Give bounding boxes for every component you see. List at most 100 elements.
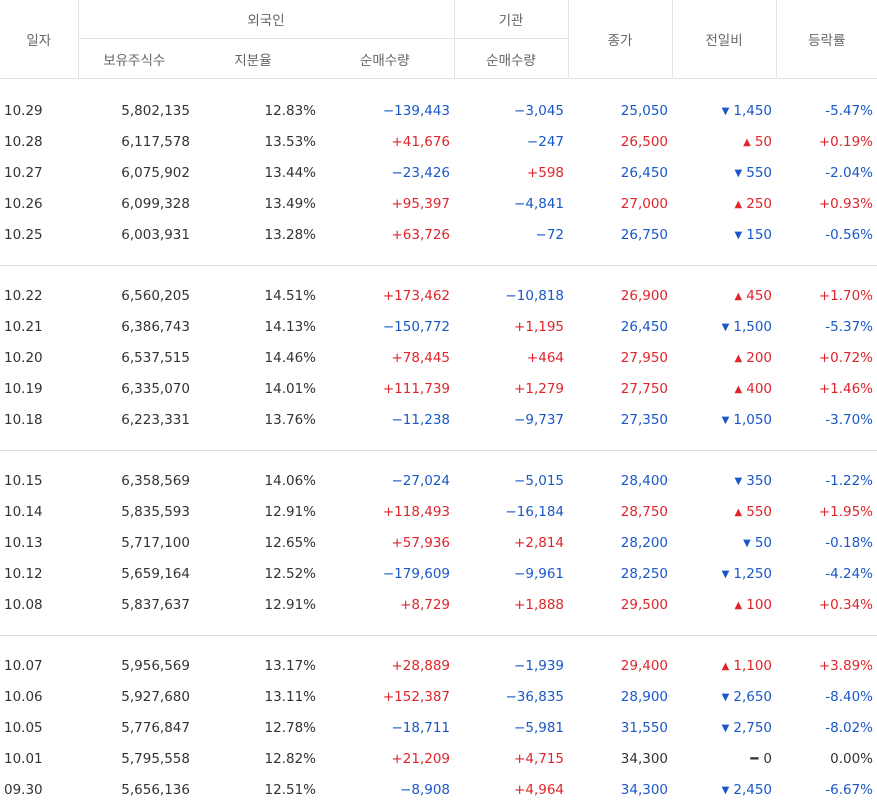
foreign-net-cell: +57,936 <box>391 534 451 551</box>
ratio-cell: 12.91% <box>264 596 316 613</box>
rate-cell: -8.02% <box>825 719 874 736</box>
holdings-cell: 5,659,164 <box>121 565 190 582</box>
holdings-cell: 6,117,578 <box>121 133 190 150</box>
foreign-net-cell: +152,387 <box>382 688 451 705</box>
foreign-net-cell: +8,729 <box>400 596 451 613</box>
foreign-net-cell: +118,493 <box>382 503 451 520</box>
ratio-cell: 13.17% <box>264 657 316 674</box>
ratio-cell: 14.01% <box>264 380 316 397</box>
ratio-cell: 14.06% <box>264 472 316 489</box>
date-cell: 10.13 <box>4 534 43 551</box>
divider-cell <box>0 435 877 465</box>
ratio-cell: 13.53% <box>264 133 316 150</box>
close-price-cell: 28,750 <box>620 503 669 520</box>
institution-net-cell: −247 <box>526 133 565 150</box>
change-header: 전일비 <box>671 0 777 79</box>
ratio-cell: 12.83% <box>264 102 316 119</box>
table-row: 10.15 6,358,569 14.06% −27,024 −5,015 28,400 ▼… <box>0 465 877 496</box>
triangle-down-icon: ▼ <box>721 691 730 703</box>
institution-net-cell: −16,184 <box>505 503 565 520</box>
institution-net-cell: −36,835 <box>505 688 565 705</box>
ratio-cell: 14.13% <box>264 318 316 335</box>
holdings-cell: 5,837,637 <box>121 596 190 613</box>
foreign-net-cell: +173,462 <box>382 287 451 304</box>
divider-cell <box>0 79 877 96</box>
table-header: 일자 외국인 기관 종가 전일비 등락률 보유주식수 지분율 순매수량 순매수량 <box>0 0 877 79</box>
triangle-up-icon: ▲ <box>734 599 743 611</box>
holdings-cell: 5,802,135 <box>121 102 190 119</box>
ratio-cell: 14.46% <box>264 349 316 366</box>
change-cell: ▼ 2,650 <box>672 681 776 712</box>
close-price-cell: 31,550 <box>620 719 669 736</box>
ratio-cell: 12.52% <box>264 565 316 582</box>
change-cell: ▼ 1,050 <box>672 404 776 435</box>
foreign-net-cell: +41,676 <box>391 133 451 150</box>
foreign-net-cell: +111,739 <box>382 380 451 397</box>
ratio-cell: 12.51% <box>264 781 316 798</box>
holdings-cell: 5,656,136 <box>121 781 190 798</box>
foreign-net-cell: −11,238 <box>391 411 451 428</box>
triangle-down-icon: ▼ <box>721 568 730 580</box>
ratio-cell: 12.82% <box>264 750 316 767</box>
foreign-header: 외국인 <box>77 0 455 39</box>
holdings-cell: 6,537,515 <box>121 349 190 366</box>
date-cell: 10.29 <box>4 102 43 119</box>
date-cell: 10.28 <box>4 133 43 150</box>
change-value: 2,750 <box>733 719 773 736</box>
triangle-down-icon: ▼ <box>721 414 730 426</box>
holdings-cell: 5,835,593 <box>121 503 190 520</box>
change-cell: ▲ 550 <box>672 496 776 527</box>
change-value: 200 <box>746 349 773 366</box>
foreign-net-cell: −139,443 <box>382 102 451 119</box>
change-value: 2,650 <box>733 688 773 705</box>
rate-cell: -8.40% <box>825 688 874 705</box>
holdings-cell: 6,386,743 <box>121 318 190 335</box>
holdings-cell: 5,795,558 <box>121 750 190 767</box>
change-cell: ▼ 1,500 <box>672 311 776 342</box>
change-value: 50 <box>754 133 773 150</box>
change-value: 400 <box>746 380 773 397</box>
rate-cell: 0.00% <box>830 750 874 767</box>
divider-line <box>0 634 877 636</box>
institution-net-cell: −9,961 <box>514 565 565 582</box>
close-price-cell: 28,250 <box>620 565 669 582</box>
rate-cell: -6.67% <box>825 781 874 798</box>
institution-net-cell: −3,045 <box>514 102 565 119</box>
table-row: 10.29 5,802,135 12.83% −139,443 −3,045 25,050… <box>0 95 877 126</box>
institution-net-cell: +4,715 <box>514 750 565 767</box>
close-price-cell: 26,900 <box>620 287 669 304</box>
date-cell: 10.19 <box>4 380 43 397</box>
table-row: 10.13 5,717,100 12.65% +57,936 +2,814 28,200 ▼… <box>0 527 877 558</box>
institution-net-cell: +1,195 <box>514 318 565 335</box>
close-price-cell: 27,350 <box>620 411 669 428</box>
date-cell: 10.18 <box>4 411 43 428</box>
close-price-cell: 28,900 <box>620 688 669 705</box>
change-value: 1,450 <box>733 102 773 119</box>
change-value: 350 <box>746 472 773 489</box>
rate-cell: +0.34% <box>818 596 874 613</box>
close-price-cell: 26,450 <box>620 164 669 181</box>
change-cell: ━ 0 <box>672 743 776 774</box>
change-value: 0 <box>763 750 773 767</box>
date-cell: 10.06 <box>4 688 43 705</box>
institution-net-header: 순매수량 <box>453 38 569 79</box>
table-row: 10.25 6,003,931 13.28% +63,726 −72 26,750 ▼ 150… <box>0 219 877 250</box>
date-cell: 10.26 <box>4 195 43 212</box>
triangle-down-icon: ▼ <box>721 784 730 796</box>
institution-net-cell: +598 <box>526 164 565 181</box>
table-row: 10.12 5,659,164 12.52% −179,609 −9,961 28,250… <box>0 558 877 589</box>
change-cell: ▼ 550 <box>672 157 776 188</box>
change-cell: ▲ 250 <box>672 188 776 219</box>
ratio-cell: 13.44% <box>264 164 316 181</box>
divider-line <box>0 449 877 451</box>
triangle-up-icon: ▲ <box>734 506 743 518</box>
foreign-net-cell: +21,209 <box>391 750 451 767</box>
ratio-cell: 12.78% <box>264 719 316 736</box>
date-cell: 10.15 <box>4 472 43 489</box>
institution-net-cell: +2,814 <box>514 534 565 551</box>
rate-cell: +1.70% <box>818 287 874 304</box>
date-cell: 10.01 <box>4 750 43 767</box>
holdings-cell: 5,717,100 <box>121 534 190 551</box>
institution-net-cell: −1,939 <box>514 657 565 674</box>
